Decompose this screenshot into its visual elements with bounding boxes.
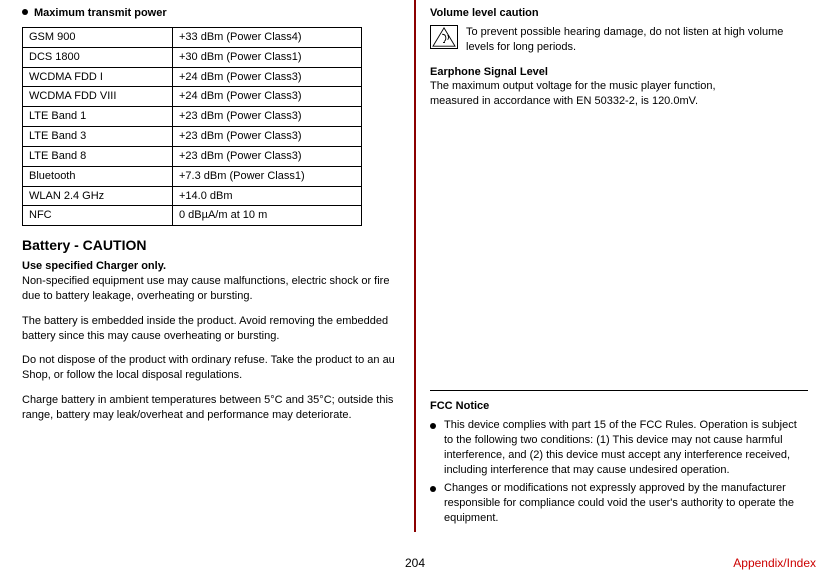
volume-heading: Volume level caution [430,6,808,21]
table-row: NFC0 dBµA/m at 10 m [23,206,362,226]
earphone-text: The maximum output voltage for the music… [430,79,750,109]
table-cell: +30 dBm (Power Class1) [173,47,362,67]
table-cell: WLAN 2.4 GHz [23,186,173,206]
power-table: GSM 900+33 dBm (Power Class4)DCS 1800+30… [22,27,362,226]
table-cell: DCS 1800 [23,47,173,67]
table-row: LTE Band 1+23 dBm (Power Class3) [23,107,362,127]
table-row: WCDMA FDD VIII+24 dBm (Power Class3) [23,87,362,107]
right-top: Volume level caution To prevent possible… [430,6,808,109]
page-content: Maximum transmit power GSM 900+33 dBm (P… [0,0,830,530]
charge-para: Charge battery in ambient temperatures b… [22,393,400,423]
table-row: WLAN 2.4 GHz+14.0 dBm [23,186,362,206]
table-row: LTE Band 8+23 dBm (Power Class3) [23,146,362,166]
fcc-heading: FCC Notice [430,399,808,414]
volume-row: To prevent possible hearing damage, do n… [430,25,808,55]
charger-text: Non-specified equipment use may cause ma… [22,275,389,302]
fcc-item: This device complies with part 15 of the… [430,418,808,477]
power-heading: Maximum transmit power [22,6,400,21]
table-cell: +14.0 dBm [173,186,362,206]
table-cell: NFC [23,206,173,226]
earphone-heading: Earphone Signal Level [430,65,808,80]
fcc-item: Changes or modifications not expressly a… [430,481,808,526]
charger-para: Use specified Charger only. Non-specifie… [22,259,400,304]
table-row: WCDMA FDD I+24 dBm (Power Class3) [23,67,362,87]
fcc-list: This device complies with part 15 of the… [430,418,808,526]
volume-text: To prevent possible hearing damage, do n… [466,25,808,55]
table-row: DCS 1800+30 dBm (Power Class1) [23,47,362,67]
charger-bold: Use specified Charger only. [22,260,166,272]
table-cell: WCDMA FDD I [23,67,173,87]
table-cell: 0 dBµA/m at 10 m [173,206,362,226]
table-cell: LTE Band 1 [23,107,173,127]
table-cell: +24 dBm (Power Class3) [173,67,362,87]
table-cell: Bluetooth [23,166,173,186]
table-cell: WCDMA FDD VIII [23,87,173,107]
embedded-para: The battery is embedded inside the produ… [22,314,400,344]
table-cell: +24 dBm (Power Class3) [173,87,362,107]
table-cell: GSM 900 [23,27,173,47]
left-column: Maximum transmit power GSM 900+33 dBm (P… [12,6,414,530]
right-bottom: FCC Notice This device complies with par… [430,390,808,530]
table-cell: +33 dBm (Power Class4) [173,27,362,47]
table-cell: +23 dBm (Power Class3) [173,107,362,127]
table-row: LTE Band 3+23 dBm (Power Class3) [23,127,362,147]
table-cell: +23 dBm (Power Class3) [173,146,362,166]
table-cell: +23 dBm (Power Class3) [173,127,362,147]
right-column: Volume level caution To prevent possible… [416,6,818,530]
table-row: Bluetooth+7.3 dBm (Power Class1) [23,166,362,186]
table-cell: LTE Band 8 [23,146,173,166]
table-cell: LTE Band 3 [23,127,173,147]
battery-heading: Battery - CAUTION [22,236,400,255]
table-cell: +7.3 dBm (Power Class1) [173,166,362,186]
ear-warning-icon [430,25,458,49]
table-row: GSM 900+33 dBm (Power Class4) [23,27,362,47]
fcc-divider [430,390,808,391]
dispose-para: Do not dispose of the product with ordin… [22,353,400,383]
